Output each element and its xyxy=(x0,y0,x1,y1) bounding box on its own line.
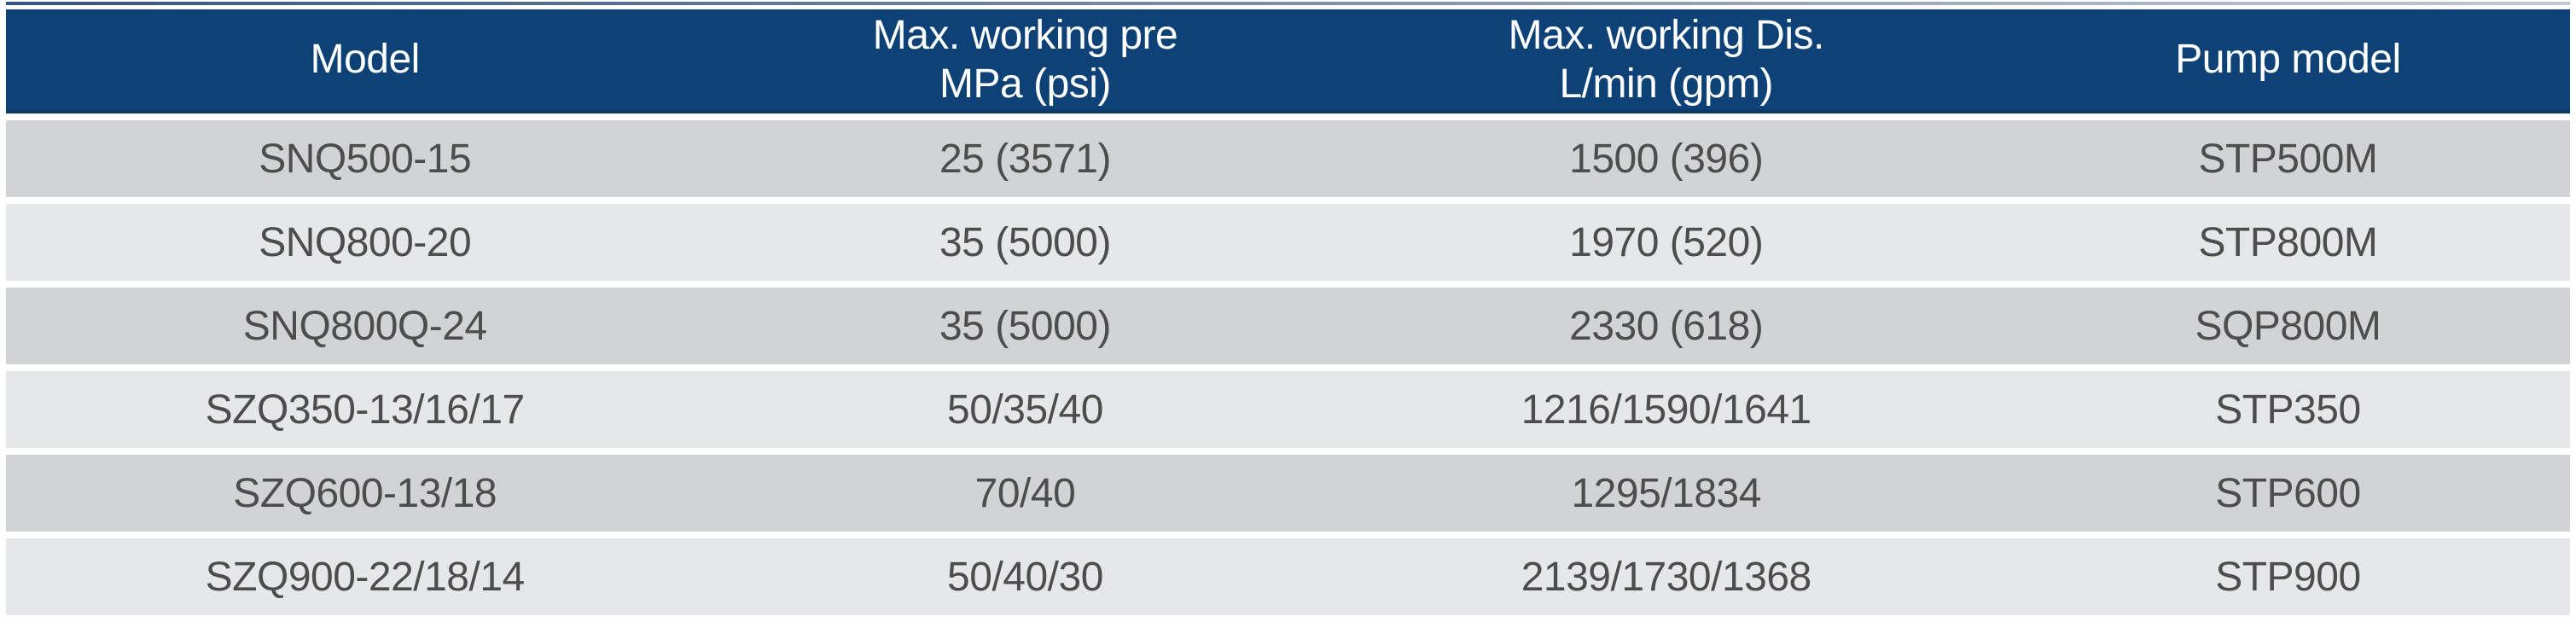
table-cell: SZQ600-13/18 xyxy=(233,470,497,516)
table-cell: SNQ500-15 xyxy=(259,136,472,182)
table-cell: 50/35/40 xyxy=(947,387,1103,433)
table-body: SNQ500-15 25 (3571) 1500 (396) STP500M SNQ80… xyxy=(6,120,2570,615)
table-cell: 1500 (396) xyxy=(1569,136,1764,182)
header-label: Max. working Dis. xyxy=(1508,12,1825,58)
table-cell: SNQ800-20 xyxy=(259,219,472,265)
table-cell: 1295/1834 xyxy=(1571,470,1762,516)
header-cell-pump-model: Pump model xyxy=(2006,9,2570,109)
table-cell: STP500M xyxy=(2198,136,2378,182)
header-label: Model xyxy=(310,37,421,82)
header-label-sub: L/min (gpm) xyxy=(1559,61,1773,107)
header-cell-max-working-pressure: Max. working pre MPa (psi) xyxy=(724,9,1326,109)
table-cell: 2330 (618) xyxy=(1569,303,1764,349)
table-cell: STP900 xyxy=(2215,554,2361,600)
table-cell: STP350 xyxy=(2215,387,2361,433)
header-label-sub: MPa (psi) xyxy=(939,61,1111,107)
table-row: SNQ500-15 25 (3571) 1500 (396) STP500M xyxy=(6,120,2570,197)
table-row: SNQ800Q-24 35 (5000) 2330 (618) SQP800M xyxy=(6,288,2570,364)
top-divider-line xyxy=(6,2,2570,5)
table-row: SNQ800-20 35 (5000) 1970 (520) STP800M xyxy=(6,204,2570,281)
table-cell: 35 (5000) xyxy=(939,219,1111,265)
table-cell: STP800M xyxy=(2198,219,2378,265)
table-cell: STP600 xyxy=(2215,470,2361,516)
header-cell-max-working-discharge: Max. working Dis. L/min (gpm) xyxy=(1327,9,2006,109)
table-row: SZQ350-13/16/17 50/35/40 1216/1590/1641 STP… xyxy=(6,371,2570,448)
table-row: SZQ600-13/18 70/40 1295/1834 STP600 xyxy=(6,455,2570,532)
table-cell: SZQ350-13/16/17 xyxy=(205,387,526,433)
table-cell: 25 (3571) xyxy=(939,136,1111,182)
header-label: Max. working pre xyxy=(872,12,1178,58)
table-cell: SQP800M xyxy=(2195,303,2381,349)
table-cell: 70/40 xyxy=(974,470,1076,516)
table-header: Model Max. working pre MPa (psi) Max. wo… xyxy=(6,9,2570,113)
table-cell: SZQ900-22/18/14 xyxy=(205,554,526,600)
table-cell: 35 (5000) xyxy=(939,303,1111,349)
table-cell: 1216/1590/1641 xyxy=(1521,387,1812,433)
table-cell: SNQ800Q-24 xyxy=(242,303,487,349)
table-cell: 1970 (520) xyxy=(1569,219,1764,265)
header-label: Pump model xyxy=(2175,37,2401,82)
table-cell: 2139/1730/1368 xyxy=(1521,554,1812,600)
table-cell: 50/40/30 xyxy=(947,554,1103,600)
header-cell-model: Model xyxy=(6,9,724,109)
table-row: SZQ900-22/18/14 50/40/30 2139/1730/1368 STP… xyxy=(6,538,2570,615)
